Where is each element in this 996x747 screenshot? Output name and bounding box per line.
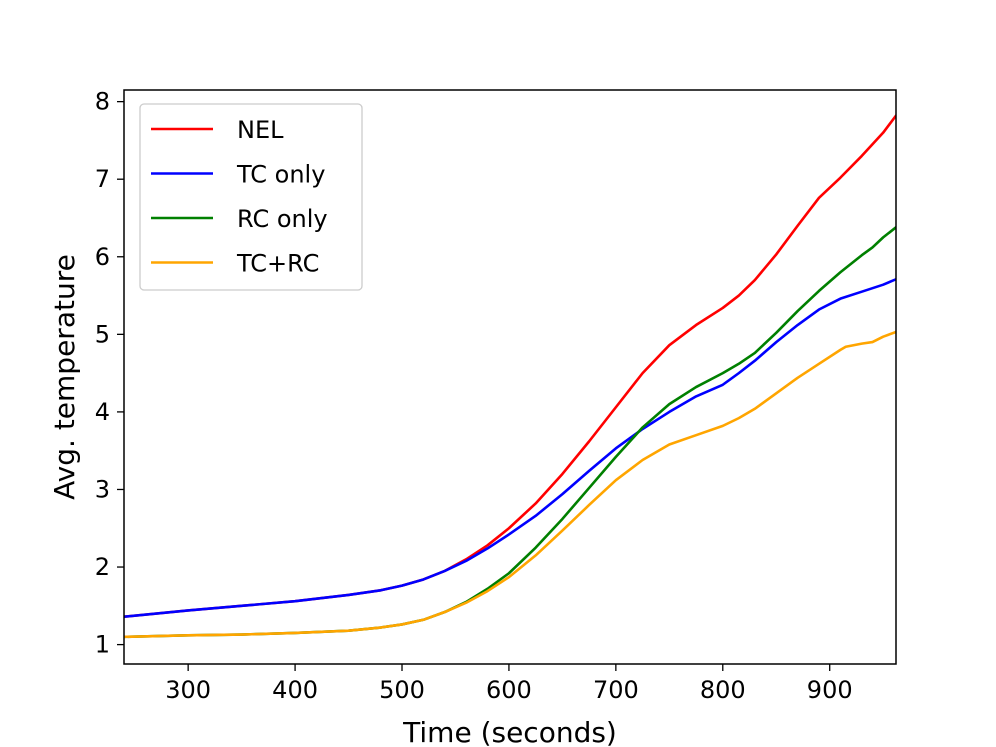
series-layer (124, 114, 896, 639)
y-tick-label: 3 (95, 475, 110, 503)
x-tick-label: 500 (379, 676, 425, 704)
x-tick-label: 300 (165, 676, 211, 704)
y-tick-label: 8 (95, 88, 110, 116)
x-tick-label: 400 (272, 676, 318, 704)
legend-label-tc-only: TC only (236, 161, 325, 189)
legend-box (139, 103, 363, 291)
y-tick-label: 7 (95, 165, 110, 193)
y-tick-label: 4 (95, 398, 110, 426)
y-axis: 1 2 3 4 5 6 7 8 (95, 88, 124, 659)
y-tick-label: 5 (95, 320, 110, 348)
x-tick-label: 600 (486, 676, 532, 704)
legend-label-tc-rc: TC+RC (236, 250, 319, 278)
series-line-tc-only (124, 277, 896, 618)
y-tick-label: 1 (95, 631, 110, 659)
plot-frame (123, 89, 897, 665)
y-tick-label: 6 (95, 243, 110, 271)
series-line-tc-rc (124, 330, 896, 639)
x-tick-label: 800 (700, 676, 746, 704)
y-axis-label: Avg. temperature (48, 254, 81, 500)
legend-label-nel: NEL (237, 116, 284, 144)
y-tick-label: 2 (95, 553, 110, 581)
x-tick-label: 900 (807, 676, 853, 704)
x-tick-label: 700 (593, 676, 639, 704)
x-axis-label: Time (seconds) (402, 716, 617, 747)
legend: NEL TC only RC only TC+RC (139, 103, 363, 291)
x-axis: 300 400 500 600 700 800 900 (165, 664, 853, 704)
legend-label-rc-only: RC only (237, 205, 328, 233)
